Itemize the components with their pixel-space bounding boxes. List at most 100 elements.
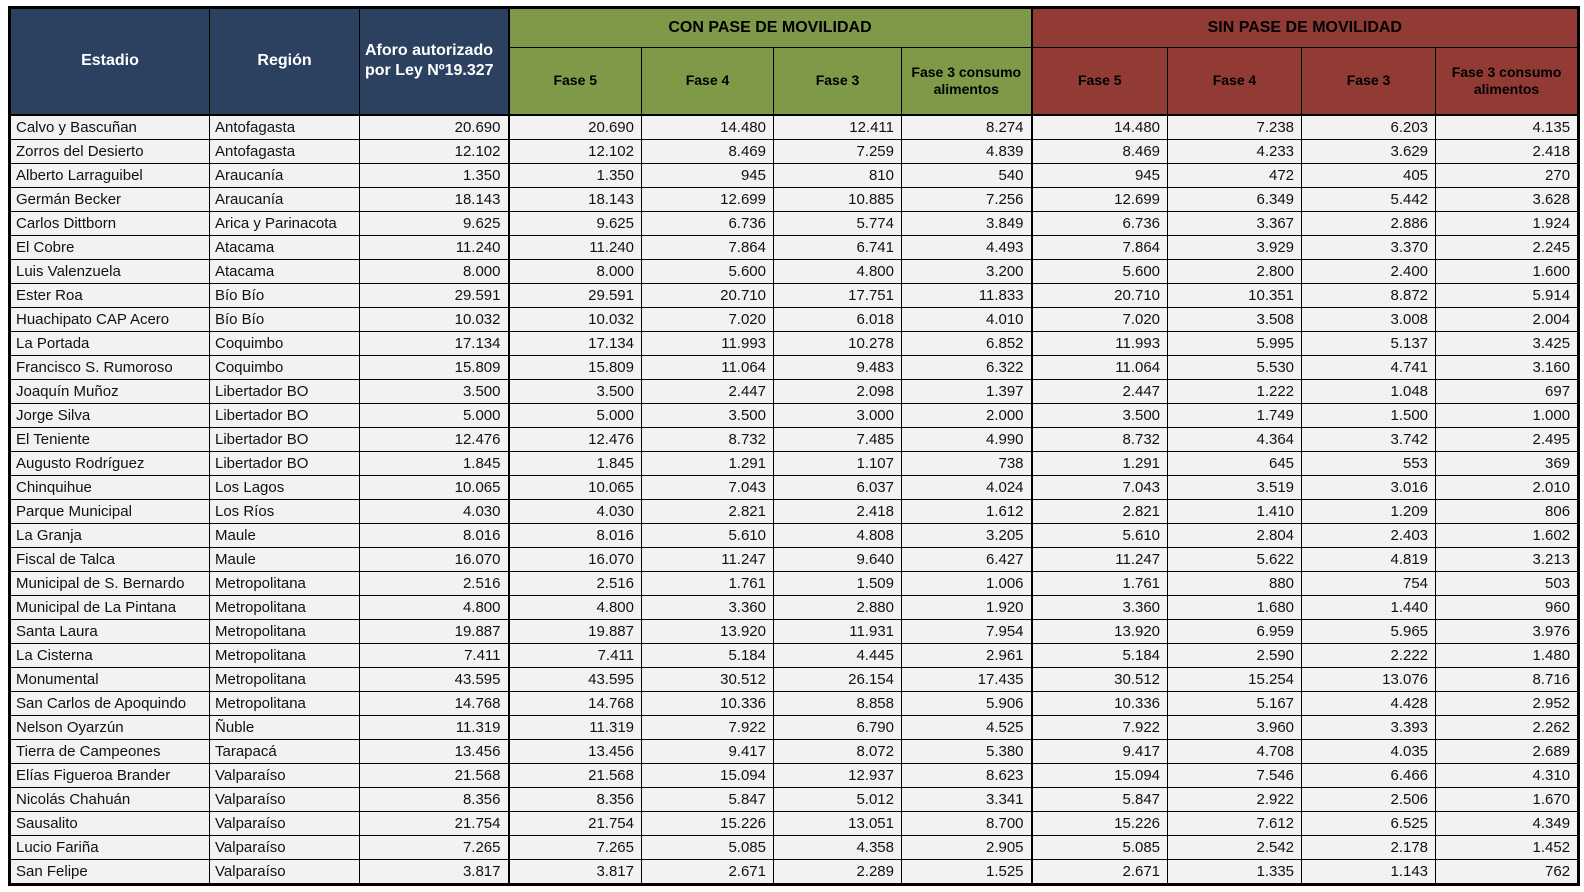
sin-fase4-cell: 3.519: [1167, 474, 1303, 500]
sin-fase5-cell: 7.922: [1031, 714, 1169, 740]
region-cell: Valparaíso: [209, 834, 360, 860]
sin-fase5-cell: 5.600: [1031, 258, 1169, 284]
stadium-name-cell: Chinquihue: [9, 474, 210, 500]
sin-fase4-cell: 6.959: [1167, 618, 1303, 644]
sin-fase5-cell: 10.336: [1031, 690, 1169, 716]
sin-fase5-cell: 30.512: [1031, 666, 1169, 692]
con-fase4-cell: 7.043: [641, 474, 774, 500]
con-fase5-cell: 7.411: [508, 642, 642, 668]
stadium-name-cell: San Carlos de Apoquindo: [9, 690, 210, 716]
stadium-name-cell: Huachipato CAP Acero: [9, 306, 210, 332]
stadium-name-cell: Fiscal de Talca: [9, 546, 210, 572]
stadium-name-cell: Carlos Dittborn: [9, 210, 210, 236]
con-fase4-cell: 6.736: [641, 210, 774, 236]
con-fase5-cell: 1.350: [508, 162, 642, 188]
subheader-sin-fase-4: Fase 4: [1167, 47, 1303, 116]
sin-fase3-consumo-cell: 1.600: [1435, 258, 1580, 284]
stadium-name-cell: Augusto Rodríguez: [9, 450, 210, 476]
con-fase3-cell: 5.774: [773, 210, 902, 236]
aforo-cell: 8.016: [359, 522, 510, 548]
con-fase3-cell: 2.289: [773, 858, 902, 885]
con-fase5-cell: 14.768: [508, 690, 642, 716]
region-cell: Bío Bío: [209, 282, 360, 308]
region-cell: Metropolitana: [209, 666, 360, 692]
con-fase5-cell: 16.070: [508, 546, 642, 572]
stadium-name-cell: Ester Roa: [9, 282, 210, 308]
sin-fase3-cell: 1.048: [1301, 378, 1437, 404]
con-fase5-cell: 4.800: [508, 594, 642, 620]
stadium-name-cell: Francisco S. Rumoroso: [9, 354, 210, 380]
table-row: Santa Laura Metropolitana 19.887 19.887 …: [9, 618, 1580, 644]
aforo-cell: 12.102: [359, 138, 510, 164]
region-cell: Maule: [209, 522, 360, 548]
con-fase5-cell: 13.456: [508, 738, 642, 764]
con-fase3-cell: 9.640: [773, 546, 902, 572]
region-cell: Coquimbo: [209, 354, 360, 380]
group-header-con-pase: CON PASE DE MOVILIDAD: [507, 7, 1033, 48]
table-row: Nicolás Chahuán Valparaíso 8.356 8.356 5…: [9, 786, 1580, 812]
sin-fase4-cell: 2.590: [1167, 642, 1303, 668]
subheader-sin-fase-3-consumo: Fase 3 consumo alimentos: [1435, 47, 1580, 116]
table-row: Ester Roa Bío Bío 29.591 29.591 20.710 1…: [9, 282, 1580, 308]
con-fase3-cell: 4.808: [773, 522, 902, 548]
con-fase3-cell: 6.790: [773, 714, 902, 740]
con-fase3-consumo-cell: 7.256: [900, 186, 1033, 212]
con-fase5-cell: 8.356: [508, 786, 642, 812]
subheader-con-fase-4: Fase 4: [641, 47, 774, 116]
con-fase3-cell: 4.445: [773, 642, 902, 668]
con-fase3-consumo-cell: 11.833: [900, 282, 1033, 308]
con-fase3-cell: 4.800: [773, 258, 902, 284]
sin-fase5-cell: 1.761: [1031, 570, 1169, 596]
aforo-cell: 43.595: [359, 666, 510, 692]
stadium-name-cell: Municipal de S. Bernardo: [9, 570, 210, 596]
sin-fase5-cell: 6.736: [1031, 210, 1169, 236]
con-fase5-cell: 21.568: [508, 762, 642, 788]
table-row: Calvo y Bascuñan Antofagasta 20.690 20.6…: [9, 114, 1580, 140]
region-cell: Libertador BO: [209, 450, 360, 476]
sin-fase4-cell: 3.960: [1167, 714, 1303, 740]
sin-fase3-cell: 1.143: [1301, 858, 1437, 885]
con-fase3-cell: 13.051: [773, 810, 902, 836]
sin-fase3-cell: 2.506: [1301, 786, 1437, 812]
con-fase3-cell: 8.858: [773, 690, 902, 716]
region-cell: Libertador BO: [209, 426, 360, 452]
sin-fase4-cell: 6.349: [1167, 186, 1303, 212]
sin-fase5-cell: 8.469: [1031, 138, 1169, 164]
sin-fase5-cell: 11.064: [1031, 354, 1169, 380]
con-fase5-cell: 3.500: [508, 378, 642, 404]
con-fase3-consumo-cell: 8.700: [900, 810, 1033, 836]
con-fase3-consumo-cell: 3.205: [900, 522, 1033, 548]
sin-fase3-cell: 5.965: [1301, 618, 1437, 644]
sin-fase4-cell: 4.708: [1167, 738, 1303, 764]
sin-fase3-cell: 4.819: [1301, 546, 1437, 572]
sin-fase5-cell: 15.226: [1031, 810, 1169, 836]
stadium-name-cell: Tierra de Campeones: [9, 738, 210, 764]
con-fase4-cell: 10.336: [641, 690, 774, 716]
con-fase3-consumo-cell: 6.427: [900, 546, 1033, 572]
table-row: Municipal de La Pintana Metropolitana 4.…: [9, 594, 1580, 620]
table-row: Tierra de Campeones Tarapacá 13.456 13.4…: [9, 738, 1580, 764]
sin-fase4-cell: 5.995: [1167, 330, 1303, 356]
sin-fase3-consumo-cell: 4.310: [1435, 762, 1580, 788]
con-fase3-consumo-cell: 4.010: [900, 306, 1033, 332]
sin-fase4-cell: 3.508: [1167, 306, 1303, 332]
sin-fase3-consumo-cell: 2.418: [1435, 138, 1580, 164]
con-fase3-cell: 7.259: [773, 138, 902, 164]
stadium-name-cell: El Cobre: [9, 234, 210, 260]
con-fase3-cell: 26.154: [773, 666, 902, 692]
aforo-cell: 1.845: [359, 450, 510, 476]
con-fase3-consumo-cell: 2.905: [900, 834, 1033, 860]
sin-fase3-consumo-cell: 806: [1435, 498, 1580, 524]
stadium-name-cell: Calvo y Bascuñan: [9, 114, 210, 140]
sin-fase5-cell: 9.417: [1031, 738, 1169, 764]
sin-fase3-cell: 3.370: [1301, 234, 1437, 260]
con-fase4-cell: 3.360: [641, 594, 774, 620]
sin-fase3-cell: 6.203: [1301, 114, 1437, 140]
sin-fase5-cell: 5.085: [1031, 834, 1169, 860]
aforo-cell: 4.030: [359, 498, 510, 524]
con-fase3-consumo-cell: 4.525: [900, 714, 1033, 740]
sin-fase4-cell: 15.254: [1167, 666, 1303, 692]
sin-fase5-cell: 14.480: [1031, 114, 1169, 140]
stadium-name-cell: Elías Figueroa Brander: [9, 762, 210, 788]
con-fase3-consumo-cell: 8.623: [900, 762, 1033, 788]
